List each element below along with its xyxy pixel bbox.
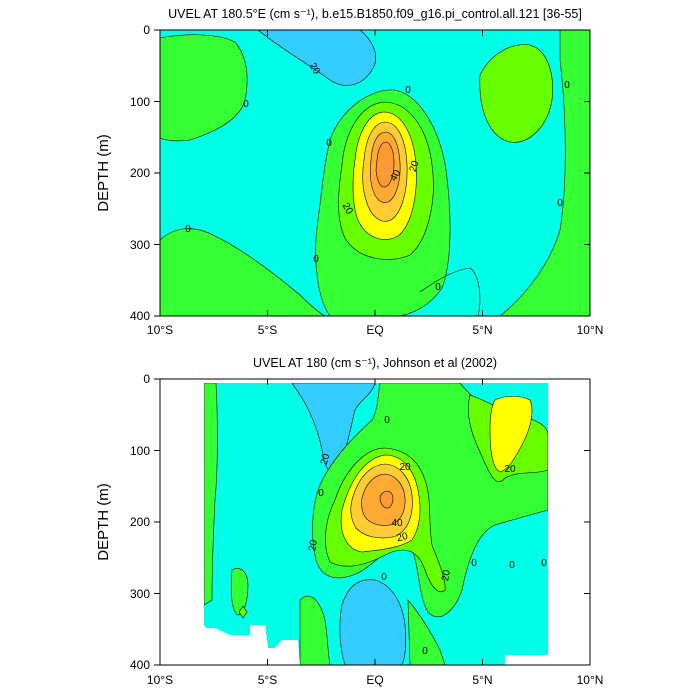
panel2-clabel: 0 — [384, 415, 390, 426]
panel1-clabel: 20 — [307, 61, 322, 77]
panel1-clabel: 20 — [408, 159, 422, 173]
panel2-y-tick: 200 — [130, 515, 150, 529]
panel1-y-tick: 0 — [143, 23, 150, 37]
panel2-x-tick: 10°S — [147, 673, 173, 687]
panel1-clabel: 0 — [243, 99, 249, 110]
panel1-band-pos10d — [499, 30, 590, 316]
panel1-y-label: DEPTH (m) — [95, 134, 112, 212]
panel2-x-tick: 10°N — [577, 673, 604, 687]
panel2-missing-region — [505, 379, 590, 665]
panel1-title: UVEL AT 180.5°E (cm s⁻¹), b.e15.B1850.f0… — [168, 7, 582, 21]
panel2-clabel: 20 — [307, 539, 320, 552]
panel1-x-tick: 5°S — [258, 323, 277, 337]
panel1-x-axis: 10°S 5°S EQ 5°N 10°N — [147, 30, 603, 337]
panel1-clabel: 0 — [435, 282, 441, 293]
panel2-y-tick: 100 — [130, 444, 150, 458]
panel2-y-label: DEPTH (m) — [95, 483, 112, 561]
panel2-clabel: 0 — [541, 558, 547, 569]
panel2-band-pos10 — [203, 382, 218, 606]
panel1-x-tick: 10°S — [147, 323, 173, 337]
panel2-clabel: 20 — [319, 452, 333, 466]
panel2-y-tick: 300 — [130, 587, 150, 601]
panel2-clabel: 0 — [471, 558, 477, 569]
panel1-y-tick: 300 — [130, 238, 150, 252]
panel2-x-tick: 5°N — [472, 673, 492, 687]
panel2-band-pos80 — [379, 490, 394, 509]
panel2-clabel: 0 — [381, 572, 387, 583]
panel2-clabel: 20 — [396, 531, 410, 545]
panel1-x-tick: 10°N — [577, 323, 604, 337]
panel2-band-pos30c — [238, 605, 248, 619]
panel2-clabel: 0 — [509, 560, 515, 571]
panel1-contour-line — [419, 267, 481, 316]
panel2-clabel: 40 — [391, 518, 403, 529]
panel1-clabel: 0 — [185, 224, 191, 235]
panel1-y-axis: 0 100 200 300 400 DEPTH (m) — [95, 23, 590, 323]
panel1-band-pos80 — [375, 141, 395, 188]
panel2-x-tick: 5°S — [258, 673, 277, 687]
panel2-y-axis: 0 100 200 300 400 DEPTH (m) — [95, 372, 590, 672]
panel2-plot-area — [160, 379, 590, 665]
panel2-y-tick: 400 — [130, 658, 150, 672]
panel2-band-pos50 — [489, 395, 533, 473]
panel1-clabel: 40 — [388, 168, 403, 184]
panel2-title: UVEL AT 180 (cm s⁻¹), Johnson et al (200… — [253, 356, 497, 370]
panel2-clabel: 20 — [399, 462, 411, 473]
panel1-clabel: 0 — [405, 85, 411, 96]
panel2-x-axis: 10°S 5°S EQ 5°N 10°N — [147, 379, 603, 687]
panel2-band-pos10d — [407, 599, 446, 665]
panel1-contour-labels: 20 0 0 0 0 20 40 20 0 0 0 0 — [185, 61, 570, 293]
panel2-band-neg30b — [339, 579, 407, 665]
panel2-band-pos10e — [230, 568, 249, 616]
panel1-y-tick: 400 — [130, 309, 150, 323]
panel1-band-pos30b — [479, 44, 553, 143]
panel2-band-pos10c — [299, 595, 331, 665]
panel2-x-tick: EQ — [366, 673, 383, 687]
panel2-clabel: 20 — [440, 569, 453, 582]
panel1-band-neg30 — [257, 30, 377, 86]
panel-observed: UVEL AT 180 (cm s⁻¹), Johnson et al (200… — [95, 356, 603, 687]
panel2-clabel: 0 — [318, 488, 324, 499]
panel1-clabel: 20 — [340, 201, 355, 217]
panel1-band-pos10c — [160, 228, 326, 316]
panel1-clabel: 0 — [326, 138, 332, 149]
panel2-missing-region — [204, 379, 548, 383]
panel2-missing-region — [160, 379, 300, 665]
panel1-y-tick: 100 — [130, 95, 150, 109]
panel1-clabel: 0 — [557, 198, 563, 209]
panel1-x-tick: 5°N — [472, 323, 492, 337]
panel2-y-tick: 0 — [143, 372, 150, 386]
panel1-plot-area — [160, 30, 590, 316]
panel1-clabel: 0 — [564, 80, 570, 91]
panel1-band-pos10 — [160, 34, 248, 142]
panel-model: UVEL AT 180.5°E (cm s⁻¹), b.e15.B1850.f0… — [95, 7, 603, 337]
panel2-contour-labels: 20 0 20 0 40 20 20 20 0 0 0 20 0 0 — [307, 415, 547, 657]
panel2-clabel: 20 — [504, 464, 516, 475]
panel1-x-tick: EQ — [366, 323, 383, 337]
panel2-clabel: 0 — [422, 646, 428, 657]
panel1-clabel: 0 — [313, 254, 319, 265]
panel1-y-tick: 200 — [130, 166, 150, 180]
